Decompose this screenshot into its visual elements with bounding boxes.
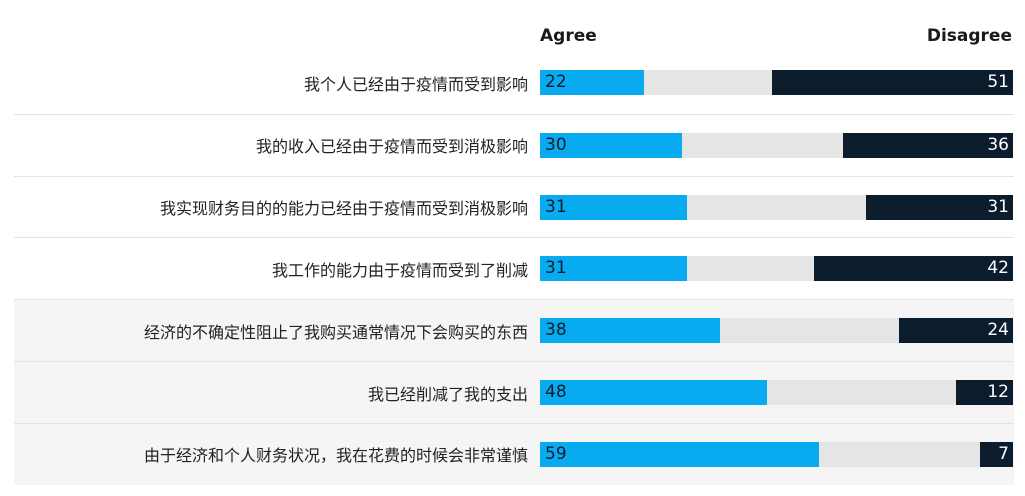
disagree-bar [842,132,1013,158]
category-label: 我实现财务目的的能力已经由于疫情而受到消极影响 [159,199,528,219]
agree-bar [540,380,768,405]
disagree-value-label: 36 [987,134,1009,155]
category-label: 我个人已经由于疫情而受到影响 [303,74,528,94]
chart-row: 我的收入已经由于疫情而受到消极影响 30 36 [14,113,1014,176]
category-label: 我的收入已经由于疫情而受到消极影响 [255,137,528,157]
bar-track: 22 51 [540,70,1013,95]
agree-value-label: 38 [545,320,567,341]
chart-row: 我工作的能力由于疫情而受到了削减 31 42 [14,237,1014,299]
disagree-value-label: 31 [987,196,1009,217]
agree-bar [540,441,820,467]
disagree-header: Disagree [926,26,1012,46]
disagree-bar [771,70,1013,95]
agree-value-label: 30 [545,134,567,155]
disagree-value-label: 51 [987,72,1009,92]
bar-track: 59 7 [540,441,1013,467]
bar-track: 48 12 [540,380,1013,405]
disagree-value-label: 24 [987,320,1009,341]
disagree-bar [866,194,1013,220]
agree-bar [540,194,687,220]
category-label: 我工作的能力由于疫情而受到了削减 [271,260,528,280]
agree-value-label: 22 [545,72,567,92]
disagree-value-label: 7 [998,443,1009,464]
disagree-bar [956,380,1013,405]
chart-row: 由于经济和个人财务状况，我在花费的时候会非常谨慎 59 7 [14,422,1014,485]
agree-value-label: 31 [545,196,567,217]
agree-value-label: 48 [545,382,567,402]
agree-bar [540,318,720,344]
agree-value-label: 59 [545,443,567,464]
chart-row: 经济的不确定性阻止了我购买通常情况下会购买的东西 38 24 [14,299,1014,362]
bar-track: 31 42 [540,256,1013,282]
disagree-bar [814,256,1013,282]
disagree-bar [899,318,1013,344]
agree-bar [540,70,645,95]
bar-track: 31 31 [540,194,1013,220]
agree-bar [540,132,682,158]
bar-track: 38 24 [540,318,1013,344]
column-headers: Agree Disagree [0,26,1025,50]
agree-header: Agree [540,26,597,46]
chart-row: 我个人已经由于疫情而受到影响 22 51 [14,52,1014,113]
agree-value-label: 31 [545,258,567,279]
bar-track: 30 36 [540,132,1013,158]
chart-row: 我实现财务目的的能力已经由于疫情而受到消极影响 31 31 [14,175,1014,238]
disagree-bar [979,441,1013,467]
category-label: 经济的不确定性阻止了我购买通常情况下会购买的东西 [143,322,528,342]
disagree-value-label: 12 [987,382,1009,402]
category-label: 我已经削减了我的支出 [367,384,528,404]
agree-bar [540,256,687,282]
category-label: 由于经济和个人财务状况，我在花费的时候会非常谨慎 [143,446,528,466]
disagree-value-label: 42 [987,258,1009,279]
chart-row: 我已经削减了我的支出 48 12 [14,361,1014,423]
